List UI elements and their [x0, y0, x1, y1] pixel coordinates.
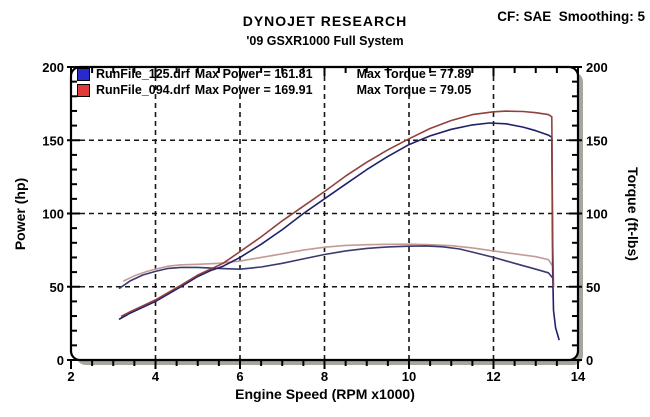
run094-max-torque: Max Torque = 79.05 [356, 83, 472, 97]
x-tick-label: 6 [236, 369, 243, 384]
run094-max-power: Max Power = 169.91 [194, 83, 313, 97]
y-tick-label-right: 150 [586, 133, 608, 148]
y-axis-title-torque: Torque (ft-lbs) [625, 167, 641, 261]
y-tick-label-left: 200 [42, 60, 64, 75]
curve-runfile_094-torque [123, 243, 554, 282]
run094-file-label: RunFile_094.drf [96, 83, 190, 97]
curve-runfile_125-torque [118, 245, 554, 290]
x-tick-label: 4 [152, 369, 160, 384]
curve-runfile_094-power [120, 110, 555, 317]
curve-runfile_125-power [118, 122, 560, 341]
y-tick-label-left: 100 [42, 207, 64, 222]
x-tick-label: 14 [571, 369, 586, 384]
run125-max-power: Max Power = 161.81 [194, 67, 313, 81]
y-tick-label-right: 0 [586, 353, 593, 368]
x-axis-title-engine-speed: Engine Speed (RPM x1000) [235, 386, 415, 402]
x-tick-label: 2 [67, 369, 74, 384]
x-tick-label: 8 [321, 369, 328, 384]
brand-title: DYNOJET RESEARCH [242, 13, 408, 29]
y-tick-label-right: 200 [586, 60, 608, 75]
legend: RunFile_125.drf Max Power = 161.81 Max T… [77, 66, 471, 98]
y-tick-label-left: 50 [50, 280, 64, 295]
plot-frame [69, 65, 580, 362]
y-tick-label-left: 0 [57, 353, 64, 368]
legend-row-run094: RunFile_094.drf Max Power = 169.91 Max T… [77, 82, 471, 98]
y-tick-label-right: 50 [586, 280, 600, 295]
x-tick-label: 10 [402, 369, 416, 384]
y-axis-title-power: Power (hp) [12, 177, 28, 251]
run125-max-torque: Max Torque = 77.89 [356, 67, 472, 81]
chart-subtitle: '09 GSXR1000 Full System [246, 34, 404, 48]
correction-smoothing-label: CF: SAE Smoothing: 5 [497, 9, 645, 24]
y-tick-label-right: 100 [586, 207, 608, 222]
x-tick-label: 12 [486, 369, 500, 384]
y-tick-label-left: 150 [42, 133, 64, 148]
run125-color-swatch [77, 67, 90, 81]
run094-color-swatch [77, 83, 90, 97]
run125-file-label: RunFile_125.drf [96, 67, 190, 81]
legend-row-run125: RunFile_125.drf Max Power = 161.81 Max T… [77, 66, 471, 82]
